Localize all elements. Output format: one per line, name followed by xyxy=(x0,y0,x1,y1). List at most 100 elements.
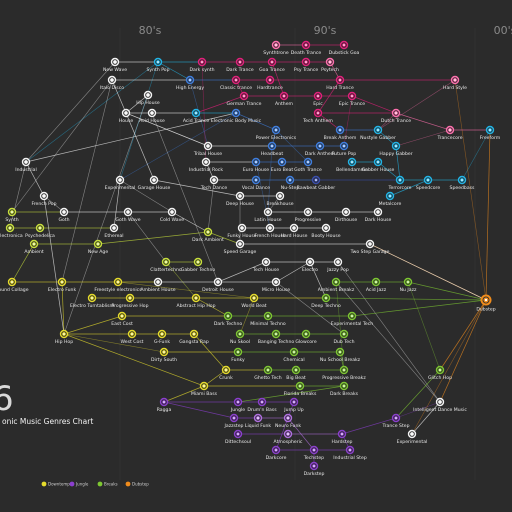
genre-node-nustylegabber[interactable]: Nustyle Gabber xyxy=(360,125,396,141)
genre-node-soundcollage[interactable]: Sound Collage xyxy=(0,277,29,293)
genre-node-progressive[interactable]: Progressive xyxy=(295,207,322,223)
genre-node-epictrance[interactable]: Epic Trance xyxy=(339,91,365,107)
genre-node-ebm[interactable]: Electronic Body Music xyxy=(211,108,262,124)
genre-node-detroithouse[interactable]: Detroit House xyxy=(202,277,234,293)
genre-node-darkstep[interactable]: Darkstep xyxy=(304,461,325,477)
genre-node-nujazz[interactable]: Nu Jazz xyxy=(400,277,417,293)
genre-node-synthtrone[interactable]: Synthtrone xyxy=(263,40,289,56)
genre-node-techdance[interactable]: Tech Dance xyxy=(200,175,228,191)
genre-node-industrialstep[interactable]: Industrial Step xyxy=(333,445,367,461)
genre-node-gfunk[interactable]: G-Funk xyxy=(154,329,170,345)
genre-node-vocaldance[interactable]: Vocal Dance xyxy=(242,175,270,191)
genre-node-breakhouse[interactable]: Breakhouse xyxy=(266,191,294,207)
genre-node-nustep[interactable]: Nu-Step xyxy=(281,175,300,191)
genre-node-goth[interactable]: Goth xyxy=(58,207,70,223)
genre-node-neurofunk[interactable]: Neuro Funk xyxy=(275,413,301,429)
genre-node-liquidfunk[interactable]: Liquid Funk xyxy=(245,413,272,429)
genre-node-acidjazz[interactable]: Acid Jazz xyxy=(366,277,387,293)
genre-node-industrial[interactable]: Industrial xyxy=(15,157,37,173)
genre-node-abstracthiphop[interactable]: Abstract Hip Hop xyxy=(176,293,216,309)
genre-node-terrorcore[interactable]: Terrorcore xyxy=(388,175,412,191)
genre-node-goatrance[interactable]: Goa Trance xyxy=(259,57,285,73)
genre-node-trancecore[interactable]: Trancecore xyxy=(436,125,463,141)
genre-node-darkanthem[interactable]: Dark Anthem xyxy=(305,141,336,157)
genre-node-newwave[interactable]: New Wave xyxy=(103,57,127,73)
genre-node-glitchhop[interactable]: Glitch Hop xyxy=(428,365,452,381)
genre-node-electrofunk[interactable]: Electro Funk xyxy=(48,277,77,293)
genre-node-bigbeat[interactable]: Big Beat xyxy=(286,365,306,381)
genre-node-deathtrance[interactable]: Death Trance xyxy=(291,40,322,56)
genre-node-ambienthouse[interactable]: Ambient House xyxy=(140,277,176,293)
genre-node-darkbreaks[interactable]: Dark Breaks xyxy=(330,381,359,397)
genre-node-deeptechno[interactable]: Deep Techno xyxy=(311,293,341,309)
genre-node-electronica[interactable]: Electronica xyxy=(0,223,23,239)
genre-node-freeform[interactable]: Freeform xyxy=(480,125,501,141)
genre-node-nuskool[interactable]: Nu Skool xyxy=(230,329,250,345)
genre-node-experimental[interactable]: Experimental xyxy=(105,175,136,191)
genre-node-idm[interactable]: Intelligent Dance Music xyxy=(413,397,467,413)
genre-node-futurepop[interactable]: Future Pop xyxy=(332,141,357,157)
genre-node-darkcore[interactable]: Darkcore xyxy=(266,445,287,461)
genre-node-twostepgarage[interactable]: Two Step Garage xyxy=(350,239,390,255)
genre-node-synth[interactable]: Synth xyxy=(5,207,19,223)
genre-node-house[interactable]: House xyxy=(119,108,134,124)
genre-node-techstep[interactable]: Techstep xyxy=(303,445,324,461)
genre-node-darktrance[interactable]: Dark Trance xyxy=(226,57,254,73)
genre-node-industrialrock[interactable]: Industrial Rock xyxy=(189,157,223,173)
genre-node-electroturntablism[interactable]: Electro Turntablism xyxy=(70,293,115,309)
genre-node-ditechsoul[interactable]: Dittechsoul xyxy=(225,429,251,445)
genre-node-minimaltechno[interactable]: Minimal Techno xyxy=(250,311,286,327)
genre-node-jumpup[interactable]: Jump Up xyxy=(283,397,304,413)
genre-node-synthpop[interactable]: Synth Pop xyxy=(146,57,170,73)
genre-node-metalcore[interactable]: Metalcore xyxy=(379,191,402,207)
genre-node-deephouse[interactable]: Deep House xyxy=(226,191,254,207)
genre-node-psytrance[interactable]: Psy Trance xyxy=(294,57,319,73)
genre-node-funkyhouse[interactable]: Funky House xyxy=(227,223,257,239)
genre-node-dirtysouth[interactable]: Dirty South xyxy=(151,347,177,363)
genre-node-gothtrance[interactable]: Goth Trance xyxy=(294,157,322,173)
genre-node-ragga[interactable]: Ragga xyxy=(157,397,172,413)
genre-node-westcoast[interactable]: West Cost xyxy=(121,329,144,345)
genre-node-gangstarap[interactable]: Gangsta Rap xyxy=(179,329,209,345)
genre-node-proghop[interactable]: Progressive Hop xyxy=(111,293,149,309)
genre-node-dutchtrance[interactable]: Dutch Trance xyxy=(381,108,411,124)
genre-node-dubstepgoa[interactable]: Dubstick Goa xyxy=(329,40,360,56)
genre-node-headbeat[interactable]: Headbeat xyxy=(261,141,284,157)
genre-node-frenchhouse[interactable]: French House xyxy=(254,223,286,239)
genre-node-gabbertechno[interactable]: Gabber Techno xyxy=(181,257,216,273)
genre-node-experimentaltech[interactable]: Experimental Tech xyxy=(331,311,373,327)
genre-node-acidtrance[interactable]: Acid Trance xyxy=(183,108,210,124)
genre-node-hiphop[interactable]: Hip Hop xyxy=(55,329,73,345)
genre-node-psytech[interactable]: Psytech xyxy=(321,57,339,73)
genre-node-ghettotech[interactable]: Ghetto Tech xyxy=(254,365,282,381)
genre-node-latinhouse[interactable]: Latin House xyxy=(254,207,282,223)
genre-node-rawbeatgabber[interactable]: Rawbeat Gabber xyxy=(297,175,336,191)
genre-node-floridabreaks[interactable]: Florida Breaks xyxy=(284,381,317,397)
genre-node-microhouse[interactable]: Micro House xyxy=(262,277,290,293)
genre-node-coldwave[interactable]: Cold Wave xyxy=(160,207,184,223)
genre-node-trancestep[interactable]: Trance Step xyxy=(381,413,410,429)
genre-node-italodisco[interactable]: Italo Disco xyxy=(100,75,124,91)
genre-node-bangingtechno[interactable]: Banging Techno xyxy=(258,329,295,345)
genre-node-funky[interactable]: Funky xyxy=(231,347,245,363)
genre-node-tribalhouse[interactable]: Tribal House xyxy=(193,141,222,157)
genre-node-dirthouse[interactable]: Dirthouse xyxy=(335,207,358,223)
genre-node-dubtech[interactable]: Dub Tech xyxy=(333,329,355,345)
genre-node-anthem[interactable]: Anthem xyxy=(275,91,294,107)
genre-node-darkambient[interactable]: Dark Ambient xyxy=(192,227,224,243)
genre-node-jungle[interactable]: Jungle xyxy=(230,397,245,413)
genre-node-drumnbass[interactable]: Drum'n Bass xyxy=(247,397,277,413)
genre-node-darktechno[interactable]: Dark Techno xyxy=(214,311,243,327)
genre-node-hardtrance2[interactable]: Hardtrance xyxy=(257,75,283,91)
genre-node-bellendamme[interactable]: Bellendamme xyxy=(336,157,368,173)
genre-node-hardstep[interactable]: Hardstep xyxy=(332,429,353,445)
genre-node-classictrance[interactable]: Classic trance xyxy=(220,75,252,91)
genre-node-jazzpop[interactable]: Jazzy Pop xyxy=(326,257,349,273)
genre-node-hardstyle[interactable]: Hard Style xyxy=(443,75,467,91)
genre-node-hardtrance[interactable]: Hard Trance xyxy=(326,75,354,91)
genre-node-psychedelica[interactable]: Psychedelica xyxy=(25,223,55,239)
genre-node-hiphouse[interactable]: Hip House xyxy=(136,90,160,106)
genre-node-nuschoolbreakz[interactable]: Nu School Breakz xyxy=(320,347,361,363)
genre-node-breakanthem[interactable]: Break Anthem xyxy=(324,125,357,141)
genre-node-garagehouse[interactable]: Garage House xyxy=(138,175,171,191)
